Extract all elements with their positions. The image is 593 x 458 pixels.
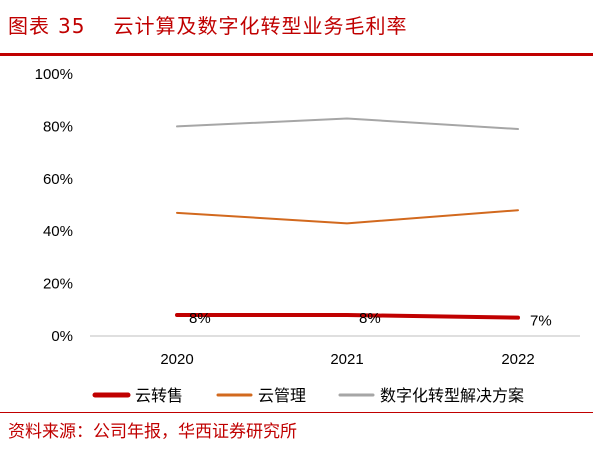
- legend-label: 云管理: [258, 386, 306, 405]
- footer-divider: [0, 412, 593, 413]
- x-tick-label: 2020: [160, 351, 193, 368]
- series-line: [175, 313, 520, 320]
- line-chart: 0% 20% 40% 60% 80% 100% 2020 2021 2022 8% 8% 7% 云转售 云…: [35, 66, 580, 405]
- series-line: [176, 117, 519, 131]
- y-tick-label: 40%: [43, 223, 73, 240]
- y-tick-label: 100%: [35, 66, 73, 83]
- y-tick-label: 0%: [51, 328, 73, 345]
- y-tick-label: 80%: [43, 118, 73, 135]
- figure-title: 图表 35 云计算及数字化转型业务毛利率: [8, 8, 407, 44]
- x-tick-label: 2022: [501, 351, 534, 368]
- y-tick-label: 60%: [43, 171, 73, 188]
- x-tick-label: 2021: [330, 351, 363, 368]
- source-note: 资料来源：公司年报，华西证券研究所: [8, 422, 297, 442]
- data-label: 7%: [530, 313, 552, 330]
- chart-title: 云计算及数字化转型业务毛利率: [113, 14, 408, 38]
- title-divider: [0, 53, 593, 56]
- figure-label: 图表: [8, 14, 50, 38]
- figure-number: 35: [58, 14, 86, 38]
- legend-label: 数字化转型解决方案: [380, 386, 524, 405]
- y-tick-label: 20%: [43, 276, 73, 293]
- series-line: [176, 209, 519, 225]
- data-label: 8%: [189, 310, 211, 327]
- legend-label: 云转售: [135, 386, 183, 405]
- data-label: 8%: [359, 310, 381, 327]
